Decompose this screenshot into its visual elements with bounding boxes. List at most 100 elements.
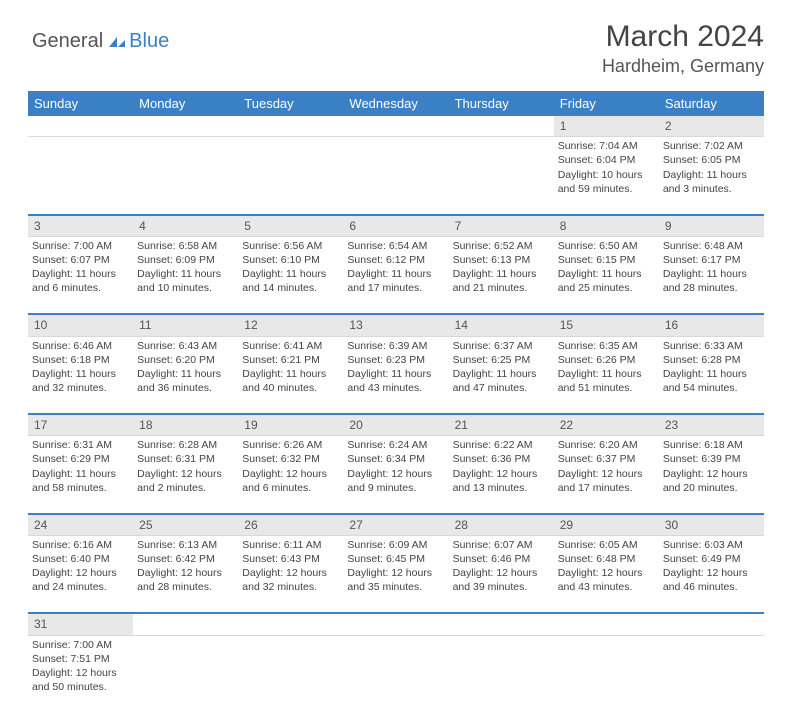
day-number: 23 <box>659 414 764 436</box>
day-number: 26 <box>238 514 343 536</box>
daylight-text: Daylight: 11 hours and 51 minutes. <box>558 367 655 395</box>
day-cell: Sunrise: 6:20 AMSunset: 6:37 PMDaylight:… <box>554 436 659 514</box>
daylight-text: Daylight: 11 hours and 25 minutes. <box>558 267 655 295</box>
sunrise-text: Sunrise: 6:16 AM <box>32 538 129 552</box>
sunset-text: Sunset: 6:26 PM <box>558 353 655 367</box>
sunset-text: Sunset: 6:34 PM <box>347 452 444 466</box>
day-data-row: Sunrise: 7:00 AMSunset: 7:51 PMDaylight:… <box>28 635 764 713</box>
sunrise-text: Sunrise: 6:46 AM <box>32 339 129 353</box>
day-number <box>343 613 448 635</box>
sunrise-text: Sunrise: 6:54 AM <box>347 239 444 253</box>
day-number: 16 <box>659 314 764 336</box>
daylight-text: Daylight: 12 hours and 32 minutes. <box>242 566 339 594</box>
day-number: 1 <box>554 116 659 137</box>
sunrise-text: Sunrise: 6:05 AM <box>558 538 655 552</box>
day-number-row: 3456789 <box>28 215 764 237</box>
daylight-text: Daylight: 12 hours and 35 minutes. <box>347 566 444 594</box>
sunset-text: Sunset: 6:20 PM <box>137 353 234 367</box>
day-number <box>238 116 343 137</box>
day-cell <box>343 635 448 713</box>
day-cell <box>554 635 659 713</box>
sunset-text: Sunset: 6:45 PM <box>347 552 444 566</box>
daylight-text: Daylight: 11 hours and 10 minutes. <box>137 267 234 295</box>
sunrise-text: Sunrise: 6:24 AM <box>347 438 444 452</box>
sunrise-text: Sunrise: 7:00 AM <box>32 638 129 652</box>
day-number: 7 <box>449 215 554 237</box>
sunset-text: Sunset: 6:15 PM <box>558 253 655 267</box>
daylight-text: Daylight: 11 hours and 14 minutes. <box>242 267 339 295</box>
sunset-text: Sunset: 6:17 PM <box>663 253 760 267</box>
day-cell: Sunrise: 6:39 AMSunset: 6:23 PMDaylight:… <box>343 336 448 414</box>
day-number <box>133 116 238 137</box>
day-number-row: 31 <box>28 613 764 635</box>
day-cell: Sunrise: 6:16 AMSunset: 6:40 PMDaylight:… <box>28 535 133 613</box>
sunset-text: Sunset: 6:18 PM <box>32 353 129 367</box>
sunset-text: Sunset: 6:40 PM <box>32 552 129 566</box>
sunset-text: Sunset: 6:12 PM <box>347 253 444 267</box>
day-number: 8 <box>554 215 659 237</box>
day-cell <box>28 137 133 215</box>
weekday-header: Sunday <box>28 91 133 116</box>
daylight-text: Daylight: 12 hours and 28 minutes. <box>137 566 234 594</box>
logo: General Blue <box>32 20 169 53</box>
day-cell: Sunrise: 6:35 AMSunset: 6:26 PMDaylight:… <box>554 336 659 414</box>
day-number <box>554 613 659 635</box>
day-number: 21 <box>449 414 554 436</box>
sunset-text: Sunset: 6:46 PM <box>453 552 550 566</box>
daylight-text: Daylight: 11 hours and 47 minutes. <box>453 367 550 395</box>
day-cell <box>449 137 554 215</box>
sunset-text: Sunset: 6:10 PM <box>242 253 339 267</box>
day-cell: Sunrise: 6:13 AMSunset: 6:42 PMDaylight:… <box>133 535 238 613</box>
day-number: 19 <box>238 414 343 436</box>
sail-icon <box>107 35 127 49</box>
day-cell: Sunrise: 6:43 AMSunset: 6:20 PMDaylight:… <box>133 336 238 414</box>
day-number-row: 24252627282930 <box>28 514 764 536</box>
daylight-text: Daylight: 12 hours and 50 minutes. <box>32 666 129 694</box>
day-number <box>238 613 343 635</box>
sunrise-text: Sunrise: 6:52 AM <box>453 239 550 253</box>
daylight-text: Daylight: 11 hours and 58 minutes. <box>32 467 129 495</box>
daylight-text: Daylight: 12 hours and 17 minutes. <box>558 467 655 495</box>
day-cell: Sunrise: 6:52 AMSunset: 6:13 PMDaylight:… <box>449 236 554 314</box>
sunset-text: Sunset: 6:28 PM <box>663 353 760 367</box>
sunrise-text: Sunrise: 6:39 AM <box>347 339 444 353</box>
title-block: March 2024 Hardheim, Germany <box>602 20 764 77</box>
sunset-text: Sunset: 6:36 PM <box>453 452 550 466</box>
daylight-text: Daylight: 12 hours and 46 minutes. <box>663 566 760 594</box>
sunset-text: Sunset: 6:05 PM <box>663 153 760 167</box>
sunrise-text: Sunrise: 6:56 AM <box>242 239 339 253</box>
logo-text-general: General <box>32 30 103 53</box>
day-cell: Sunrise: 7:00 AMSunset: 7:51 PMDaylight:… <box>28 635 133 713</box>
day-number: 28 <box>449 514 554 536</box>
day-cell: Sunrise: 6:56 AMSunset: 6:10 PMDaylight:… <box>238 236 343 314</box>
day-number: 22 <box>554 414 659 436</box>
day-cell <box>659 635 764 713</box>
sunset-text: Sunset: 6:13 PM <box>453 253 550 267</box>
day-data-row: Sunrise: 6:46 AMSunset: 6:18 PM Daylight:… <box>28 336 764 414</box>
day-number-row: 12 <box>28 116 764 137</box>
day-cell <box>238 635 343 713</box>
day-number <box>659 613 764 635</box>
daylight-text: Daylight: 11 hours and 28 minutes. <box>663 267 760 295</box>
sunrise-text: Sunrise: 6:07 AM <box>453 538 550 552</box>
day-number: 27 <box>343 514 448 536</box>
day-cell: Sunrise: 6:28 AMSunset: 6:31 PMDaylight:… <box>133 436 238 514</box>
day-number: 14 <box>449 314 554 336</box>
month-title: March 2024 <box>602 20 764 54</box>
day-number: 18 <box>133 414 238 436</box>
daylight-text: Daylight: 12 hours and 6 minutes. <box>242 467 339 495</box>
daylight-text: Daylight: 12 hours and 2 minutes. <box>137 467 234 495</box>
day-number: 12 <box>238 314 343 336</box>
day-number: 17 <box>28 414 133 436</box>
sunrise-text: Sunrise: 6:43 AM <box>137 339 234 353</box>
day-cell <box>449 635 554 713</box>
sunrise-text: Sunrise: 6:58 AM <box>137 239 234 253</box>
day-number: 13 <box>343 314 448 336</box>
daylight-text: Daylight: 11 hours and 40 minutes. <box>242 367 339 395</box>
sunrise-text: Sunrise: 6:35 AM <box>558 339 655 353</box>
sunset-text: Sunset: 6:04 PM <box>558 153 655 167</box>
daylight-text: Daylight: 11 hours and 43 minutes. <box>347 367 444 395</box>
day-cell: Sunrise: 6:09 AMSunset: 6:45 PMDaylight:… <box>343 535 448 613</box>
sunset-text: Sunset: 6:42 PM <box>137 552 234 566</box>
day-number: 5 <box>238 215 343 237</box>
